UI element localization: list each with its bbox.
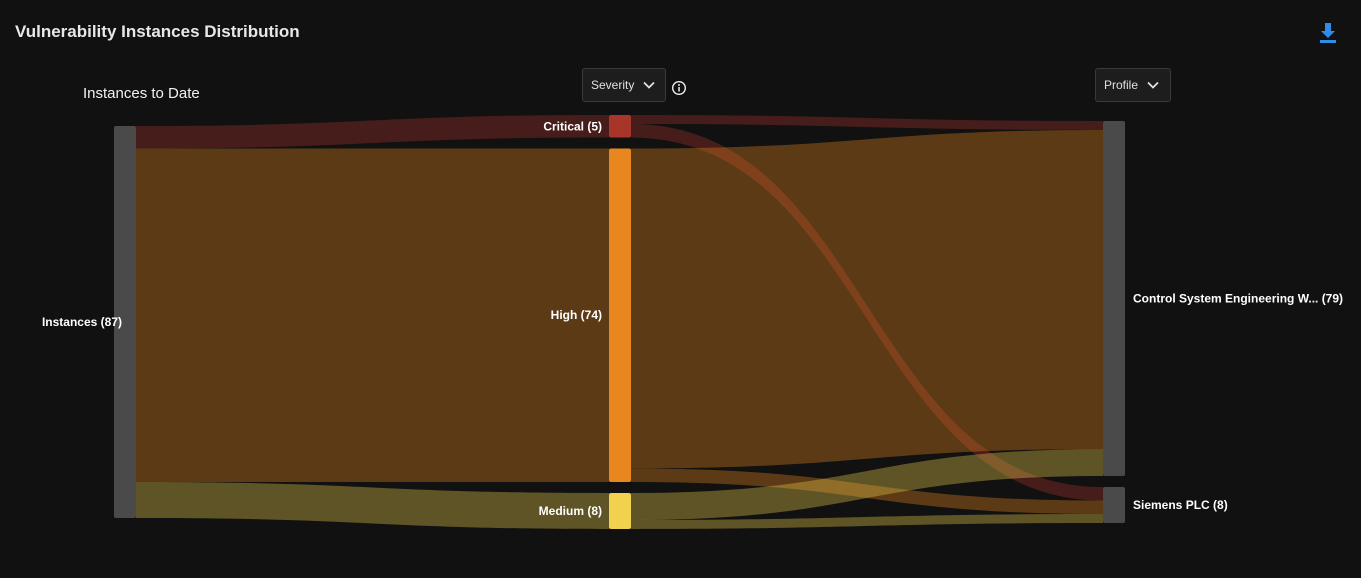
link-critical-to-cse[interactable] — [631, 115, 1103, 130]
node-label-critical: Critical (5) — [543, 119, 602, 133]
info-icon[interactable] — [671, 80, 687, 96]
node-label-instances: Instances (87) — [42, 315, 122, 329]
link-medium-to-plc[interactable] — [631, 514, 1103, 529]
profile-dropdown-label: Profile — [1104, 78, 1139, 92]
node-label-high: High (74) — [551, 308, 602, 322]
link-high-to-plc[interactable] — [631, 468, 1103, 515]
node-label-medium: Medium (8) — [539, 504, 602, 518]
download-icon[interactable] — [1318, 22, 1338, 44]
link-critical-to-plc[interactable] — [631, 124, 1103, 501]
link-medium-to-cse[interactable] — [631, 449, 1103, 520]
node-cse[interactable] — [1103, 121, 1125, 477]
link-high-to-cse[interactable] — [631, 129, 1103, 469]
profile-dropdown[interactable]: Profile — [1095, 68, 1171, 102]
chevron-down-icon — [643, 81, 655, 89]
node-medium[interactable] — [609, 492, 631, 529]
node-plc[interactable] — [1103, 487, 1125, 523]
node-critical[interactable] — [609, 115, 631, 138]
node-instances[interactable] — [114, 126, 136, 518]
link-instances-to-high[interactable] — [136, 148, 609, 482]
link-instances-to-medium[interactable] — [136, 481, 609, 529]
page-title: Vulnerability Instances Distribution — [15, 22, 300, 41]
chevron-down-icon — [1147, 81, 1159, 89]
severity-dropdown[interactable]: Severity — [582, 68, 666, 102]
node-label-cse: Control System Engineering W... (79) — [1133, 292, 1343, 306]
severity-dropdown-label: Severity — [591, 78, 635, 92]
node-high[interactable] — [609, 148, 631, 482]
node-label-plc: Siemens PLC (8) — [1133, 498, 1228, 512]
link-instances-to-critical[interactable] — [136, 115, 609, 149]
chart-subtitle: Instances to Date — [83, 85, 200, 102]
